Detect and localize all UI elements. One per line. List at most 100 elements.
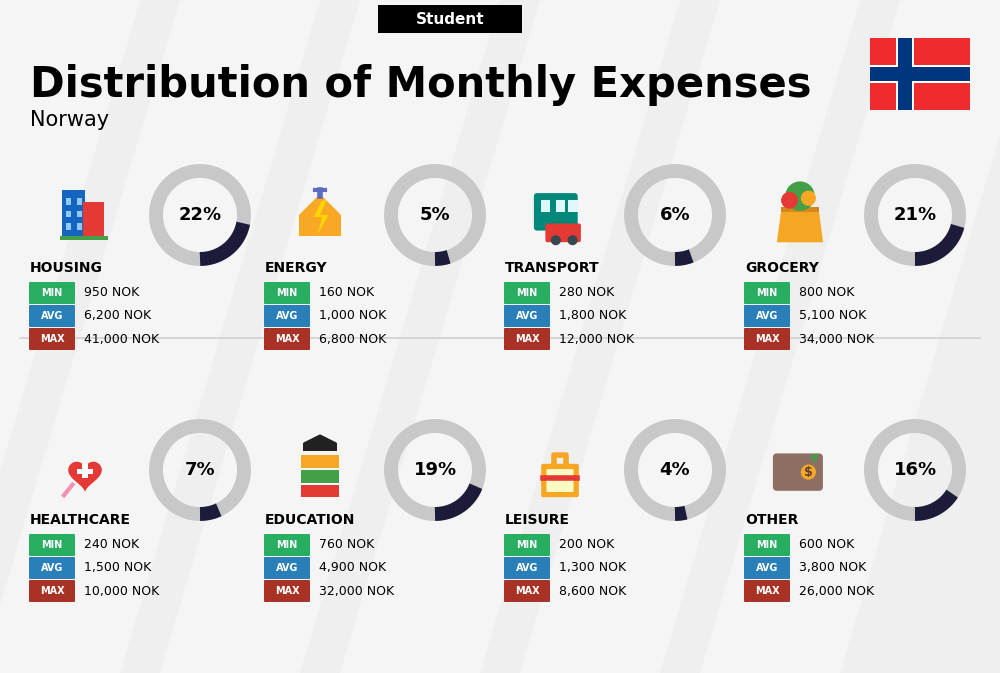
FancyBboxPatch shape <box>744 580 790 602</box>
FancyBboxPatch shape <box>870 65 970 83</box>
FancyBboxPatch shape <box>744 557 790 579</box>
Text: MIN: MIN <box>756 540 778 550</box>
Text: 160 NOK: 160 NOK <box>319 287 374 299</box>
Text: 21%: 21% <box>893 206 937 224</box>
Text: 10,000 NOK: 10,000 NOK <box>84 584 159 598</box>
FancyBboxPatch shape <box>29 328 75 350</box>
Text: MAX: MAX <box>275 334 299 344</box>
FancyBboxPatch shape <box>264 580 310 602</box>
Text: ENERGY: ENERGY <box>265 261 328 275</box>
Text: 1,300 NOK: 1,300 NOK <box>559 561 626 575</box>
Text: MAX: MAX <box>275 586 299 596</box>
FancyBboxPatch shape <box>568 201 578 212</box>
Text: 34,000 NOK: 34,000 NOK <box>799 332 874 345</box>
Circle shape <box>781 192 798 209</box>
Text: 16%: 16% <box>893 461 937 479</box>
FancyBboxPatch shape <box>83 203 104 236</box>
FancyBboxPatch shape <box>264 557 310 579</box>
FancyBboxPatch shape <box>744 282 790 304</box>
FancyBboxPatch shape <box>29 305 75 327</box>
Polygon shape <box>700 0 1000 673</box>
Text: MAX: MAX <box>40 334 64 344</box>
Text: AVG: AVG <box>756 563 778 573</box>
Text: 6,800 NOK: 6,800 NOK <box>319 332 386 345</box>
Text: 12,000 NOK: 12,000 NOK <box>559 332 634 345</box>
FancyBboxPatch shape <box>264 328 310 350</box>
Text: 19%: 19% <box>413 461 457 479</box>
FancyBboxPatch shape <box>264 305 310 327</box>
FancyBboxPatch shape <box>66 211 71 217</box>
Text: 950 NOK: 950 NOK <box>84 287 139 299</box>
FancyBboxPatch shape <box>546 469 574 492</box>
FancyBboxPatch shape <box>534 193 578 231</box>
Text: 4%: 4% <box>660 461 690 479</box>
FancyBboxPatch shape <box>66 199 71 205</box>
Text: 4,900 NOK: 4,900 NOK <box>319 561 386 575</box>
Polygon shape <box>160 0 500 673</box>
Text: MIN: MIN <box>276 540 298 550</box>
Text: MAX: MAX <box>755 334 779 344</box>
Polygon shape <box>0 0 140 673</box>
FancyBboxPatch shape <box>77 223 82 229</box>
FancyBboxPatch shape <box>744 328 790 350</box>
Text: 800 NOK: 800 NOK <box>799 287 854 299</box>
Text: 5,100 NOK: 5,100 NOK <box>799 310 866 322</box>
Circle shape <box>568 235 578 245</box>
FancyBboxPatch shape <box>545 223 581 242</box>
FancyBboxPatch shape <box>301 470 339 483</box>
Text: AVG: AVG <box>276 311 298 321</box>
Text: 1,800 NOK: 1,800 NOK <box>559 310 626 322</box>
FancyBboxPatch shape <box>29 557 75 579</box>
Text: 6%: 6% <box>660 206 690 224</box>
Text: 26,000 NOK: 26,000 NOK <box>799 584 874 598</box>
Text: 200 NOK: 200 NOK <box>559 538 614 551</box>
FancyBboxPatch shape <box>898 38 912 110</box>
Text: 41,000 NOK: 41,000 NOK <box>84 332 159 345</box>
Polygon shape <box>0 0 320 673</box>
FancyBboxPatch shape <box>744 305 790 327</box>
FancyBboxPatch shape <box>77 211 82 217</box>
FancyBboxPatch shape <box>66 223 71 229</box>
Polygon shape <box>68 462 102 492</box>
Text: MAX: MAX <box>40 586 64 596</box>
Text: MIN: MIN <box>276 288 298 298</box>
Text: AVG: AVG <box>41 563 63 573</box>
Text: AVG: AVG <box>756 311 778 321</box>
Text: MIN: MIN <box>41 288 63 298</box>
Polygon shape <box>340 0 680 673</box>
FancyBboxPatch shape <box>541 464 579 497</box>
FancyBboxPatch shape <box>773 454 823 491</box>
Polygon shape <box>777 211 823 242</box>
Text: LEISURE: LEISURE <box>505 513 570 527</box>
FancyBboxPatch shape <box>301 456 339 468</box>
FancyBboxPatch shape <box>264 534 310 556</box>
FancyBboxPatch shape <box>77 199 82 205</box>
FancyBboxPatch shape <box>303 443 337 451</box>
Text: OTHER: OTHER <box>745 513 798 527</box>
Text: MIN: MIN <box>516 540 538 550</box>
FancyBboxPatch shape <box>556 201 565 212</box>
Text: 3,800 NOK: 3,800 NOK <box>799 561 866 575</box>
Text: 600 NOK: 600 NOK <box>799 538 854 551</box>
Text: MIN: MIN <box>516 288 538 298</box>
FancyBboxPatch shape <box>504 580 550 602</box>
Text: 280 NOK: 280 NOK <box>559 287 614 299</box>
Text: GROCERY: GROCERY <box>745 261 819 275</box>
Text: HOUSING: HOUSING <box>30 261 103 275</box>
FancyBboxPatch shape <box>870 67 970 81</box>
Polygon shape <box>520 0 860 673</box>
Text: $: $ <box>804 466 813 479</box>
FancyBboxPatch shape <box>82 464 88 479</box>
FancyBboxPatch shape <box>29 534 75 556</box>
FancyBboxPatch shape <box>504 328 550 350</box>
Text: 22%: 22% <box>178 206 222 224</box>
Text: MIN: MIN <box>756 288 778 298</box>
Text: TRANSPORT: TRANSPORT <box>505 261 600 275</box>
Text: 7%: 7% <box>185 461 215 479</box>
FancyBboxPatch shape <box>781 207 819 211</box>
Text: AVG: AVG <box>516 563 538 573</box>
FancyBboxPatch shape <box>504 282 550 304</box>
FancyBboxPatch shape <box>29 580 75 602</box>
Text: AVG: AVG <box>276 563 298 573</box>
FancyBboxPatch shape <box>870 38 970 110</box>
